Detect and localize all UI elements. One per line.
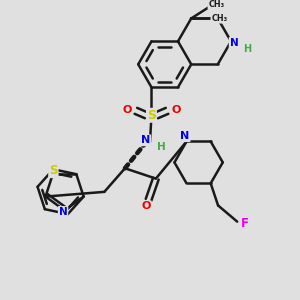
Text: N: N <box>180 131 190 141</box>
Text: O: O <box>142 201 151 211</box>
Text: N: N <box>230 38 238 48</box>
Text: H: H <box>157 142 166 152</box>
Text: S: S <box>49 164 58 177</box>
Text: CH₃: CH₃ <box>208 0 224 9</box>
Text: S: S <box>147 109 156 122</box>
Text: F: F <box>241 217 249 230</box>
Text: CH₃: CH₃ <box>211 14 227 23</box>
Text: H: H <box>243 44 251 54</box>
Text: N: N <box>141 135 150 145</box>
Text: N: N <box>59 207 68 217</box>
Text: O: O <box>122 105 132 115</box>
Text: O: O <box>171 105 181 115</box>
